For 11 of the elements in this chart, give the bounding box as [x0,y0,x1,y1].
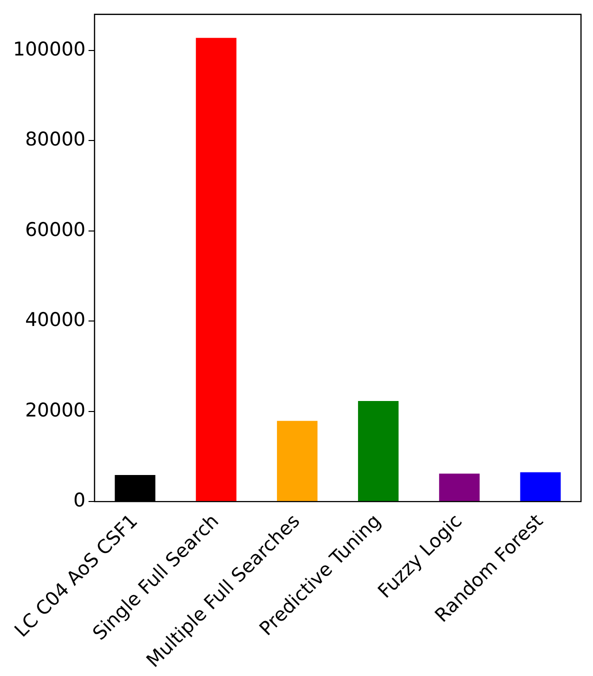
bar [439,474,480,502]
bar [196,38,236,502]
y-tick-label: 100000 [13,38,86,60]
y-tick-label: 60000 [25,218,86,241]
y-tick-label: 0 [73,490,86,512]
y-tick-label: 40000 [25,309,86,332]
bar [276,420,318,502]
y-tick-label: 80000 [25,128,86,151]
y-tick-label: 20000 [25,399,86,422]
bar [358,400,399,502]
bar [520,472,561,502]
